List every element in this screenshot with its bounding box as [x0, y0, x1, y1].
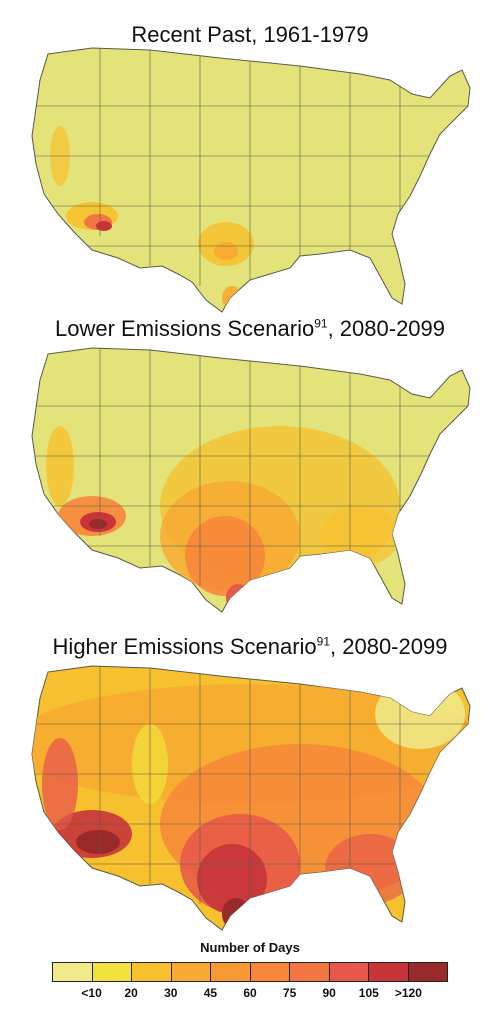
legend-swatch — [171, 963, 211, 981]
legend-swatch — [132, 963, 172, 981]
legend-labels: <10 20 30 45 60 75 90 105 >120 — [52, 986, 448, 1002]
legend-label: 75 — [282, 986, 297, 1000]
legend-label: <10 — [81, 986, 102, 1000]
legend-label: >120 — [394, 986, 422, 1000]
us-map-recent-past — [31, 47, 471, 313]
footnote-superscript: 91 — [314, 316, 328, 331]
map-legend: Number of Days <10 20 30 45 60 75 90 105 >120 — [0, 940, 500, 1010]
legend-swatch — [250, 963, 290, 981]
panel-title: Recent Past, 1961-1979 — [131, 22, 369, 47]
legend-swatch — [408, 963, 447, 981]
legend-color-bar — [52, 962, 448, 982]
legend-swatch — [290, 963, 330, 981]
legend-label: 30 — [164, 986, 178, 1000]
legend-label: 90 — [322, 986, 336, 1000]
panel-title: Higher Emissions Scenario91, 2080-2099 — [52, 634, 448, 659]
footnote-superscript: 91 — [316, 634, 331, 649]
legend-label: 45 — [203, 986, 218, 1000]
legend-swatch — [369, 963, 409, 981]
legend-swatch — [211, 963, 251, 981]
legend-swatch — [53, 963, 93, 981]
us-map-lower-emissions — [31, 347, 471, 613]
panel-title: Lower Emissions Scenario91, 2080-2099 — [54, 316, 446, 341]
legend-label: 60 — [243, 986, 257, 1000]
us-map-higher-emissions — [31, 665, 471, 931]
legend-title: Number of Days — [200, 940, 300, 955]
legend-swatch — [92, 963, 132, 981]
legend-label: 20 — [124, 986, 138, 1000]
legend-swatch — [329, 963, 369, 981]
legend-label: 105 — [358, 986, 379, 1000]
